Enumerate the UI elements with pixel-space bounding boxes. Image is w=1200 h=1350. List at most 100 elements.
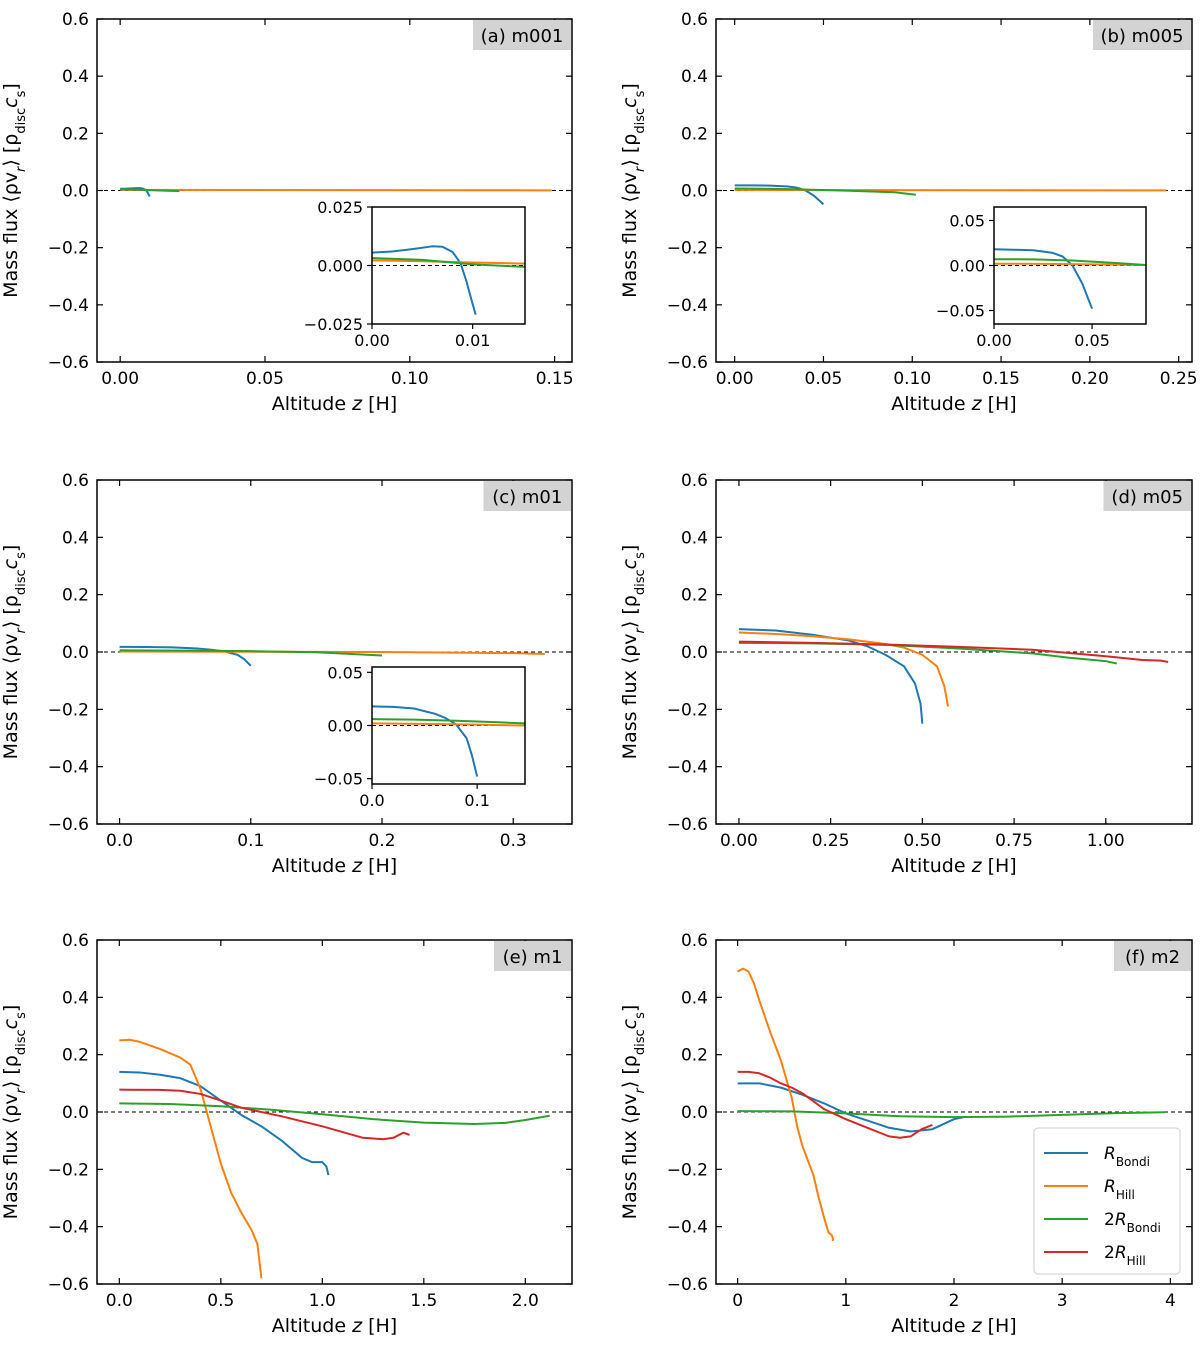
series-line-rh (119, 1038, 263, 1279)
y-tick-label: 0.2 (62, 586, 89, 606)
series-line-rb2 (120, 188, 180, 193)
subplot-4: 0.6 0.4 0.2 0.0 −0.2 −0.4 −0.6 0.00 0.25 0.50 0.75… (619, 471, 1193, 877)
x-tick-label: 1.00 (1087, 831, 1125, 851)
x-tick-label: 0.2 (368, 831, 395, 851)
y-tick-label: −0.6 (48, 353, 89, 373)
x-axis-label: Altitude z [H] (891, 393, 1016, 415)
x-tick-label: 1 (840, 1291, 851, 1311)
inset-series-line-rh (372, 722, 525, 727)
y-tick-label: −0.4 (48, 758, 89, 778)
x-axis-label: Altitude z [H] (272, 393, 397, 415)
y-tick-label: −0.6 (48, 815, 89, 835)
y-tick-label: −0.2 (667, 1160, 708, 1180)
x-tick-label: 1.0 (309, 1291, 336, 1311)
inset-series-line-rb2 (372, 718, 525, 725)
x-tick-label: 0.00 (101, 369, 139, 389)
y-tick-label: 0.0 (681, 643, 708, 663)
y-tick-label: 0.6 (62, 471, 89, 491)
y-tick-label: −0.4 (667, 758, 708, 778)
series-line-rb2 (119, 649, 383, 657)
series-line-rb (737, 1082, 966, 1133)
x-tick-label: 1.5 (410, 1291, 437, 1311)
y-tick-label: 0.2 (681, 1046, 708, 1066)
y-tick-label: −0.2 (48, 239, 89, 259)
y-tick-label: 0.0 (681, 1103, 708, 1123)
inset-y-tick-label: −0.05 (936, 302, 985, 321)
inset-y-tick-label: 0.05 (949, 212, 985, 231)
y-tick-label: 0.6 (681, 10, 708, 30)
inset-x-tick-label: 0.01 (455, 331, 491, 350)
y-tick-label: 0.6 (681, 931, 708, 951)
series-line-rb (119, 1070, 330, 1176)
panel-title-badge (473, 20, 571, 50)
x-tick-label: 0.15 (536, 369, 574, 389)
x-tick-label: 0.00 (720, 831, 758, 851)
inset-y-tick-label: −0.025 (304, 315, 363, 334)
inset-x-tick-label: 0.00 (976, 331, 1012, 350)
y-tick-label: 0.2 (62, 124, 89, 144)
y-tick-label: 0.0 (62, 643, 89, 663)
x-tick-label: 0.25 (1160, 369, 1198, 389)
x-tick-label: 0.0 (106, 1291, 133, 1311)
y-tick-label: −0.2 (667, 239, 708, 259)
inset-series-line-rb (372, 245, 477, 315)
x-tick-label: 4 (1165, 1291, 1176, 1311)
x-tick-label: 0.05 (246, 369, 284, 389)
x-tick-label: 0.5 (207, 1291, 234, 1311)
y-tick-label: 0.4 (681, 988, 708, 1008)
panel-title: (f) m2 (1125, 947, 1180, 968)
inset-series-line-rb (372, 705, 479, 777)
y-tick-label: 0.4 (62, 988, 89, 1008)
inset-series-line-rb2 (372, 257, 525, 268)
inset-y-tick-label: −0.05 (314, 770, 363, 789)
series-line-rb2 (734, 187, 916, 196)
panel-title-badge (1093, 20, 1191, 50)
x-tick-label: 0.3 (500, 831, 527, 851)
x-tick-label: 0.1 (237, 831, 264, 851)
inset-y-tick-label: 0.00 (949, 257, 985, 276)
x-axis-label: Altitude z [H] (891, 1315, 1016, 1337)
series-line-rb2 (119, 1102, 550, 1126)
y-tick-label: −0.6 (667, 353, 708, 373)
x-axis-label: Altitude z [H] (272, 855, 397, 877)
inset-y-tick-label: 0.05 (327, 663, 363, 682)
y-tick-label: 0.2 (62, 1046, 89, 1066)
y-tick-label: −0.4 (667, 1218, 708, 1238)
x-tick-label: 0.25 (812, 831, 850, 851)
y-tick-label: −0.4 (667, 296, 708, 316)
inset-x-tick-label: 0.1 (464, 791, 489, 810)
panel-title: (b) m005 (1100, 26, 1183, 47)
x-tick-label: 0.05 (805, 369, 843, 389)
y-axis-label: Mass flux ⟨ρvr⟩ [ρdisccs] (619, 1005, 648, 1220)
inset-series-line-rb (994, 248, 1093, 310)
legend-label-rh2: 2RHill (1104, 1243, 1146, 1268)
series-line-rb (738, 628, 924, 724)
series-line-rh2 (119, 1088, 410, 1141)
y-tick-label: −0.2 (48, 700, 89, 720)
inset-x-tick-label: 0.00 (354, 331, 390, 350)
y-tick-label: −0.6 (48, 1275, 89, 1295)
x-tick-label: 3 (1057, 1291, 1068, 1311)
x-tick-label: 0.20 (1071, 369, 1109, 389)
y-tick-label: 0.6 (62, 10, 89, 30)
subplot-3: 0.6 0.4 0.2 0.0 −0.2 −0.4 −0.6 0.0 0.1 0.2 0.3 Alti… (0, 471, 573, 877)
subplot-1: 0.6 0.4 0.2 0.0 −0.2 −0.4 −0.6 0.00 0.05 0.10 0.15… (0, 10, 574, 415)
panel-title: (d) m05 (1111, 487, 1183, 508)
y-axis-label: Mass flux ⟨ρvr⟩ [ρdisccs] (0, 83, 29, 298)
legend-entry-rb: RBondi (1044, 1144, 1150, 1169)
subplot-2: 0.6 0.4 0.2 0.0 −0.2 −0.4 −0.6 0.00 0.05 0.10 0.15… (619, 10, 1198, 415)
y-tick-label: −0.2 (667, 700, 708, 720)
y-tick-label: 0.0 (62, 1103, 89, 1123)
inset-y-tick-label: 0.000 (317, 257, 363, 276)
series-line-rb2 (737, 1110, 1165, 1119)
y-tick-label: 0.4 (681, 67, 708, 87)
legend-entry-rh2: 2RHill (1044, 1243, 1146, 1268)
x-axis-label: Altitude z [H] (891, 855, 1016, 877)
inset-series-line-rh (994, 262, 1146, 267)
y-tick-label: −0.6 (667, 815, 708, 835)
panel-title: (c) m01 (492, 487, 562, 508)
subplot-6: 0.6 0.4 0.2 0.0 −0.2 −0.4 −0.6 0 1 2 3 4 Altitude z … (619, 931, 1193, 1337)
legend-label-rb2: 2RBondi (1104, 1210, 1161, 1235)
y-tick-label: 0.4 (62, 528, 89, 548)
inset-y-tick-label: 0.00 (327, 717, 363, 736)
